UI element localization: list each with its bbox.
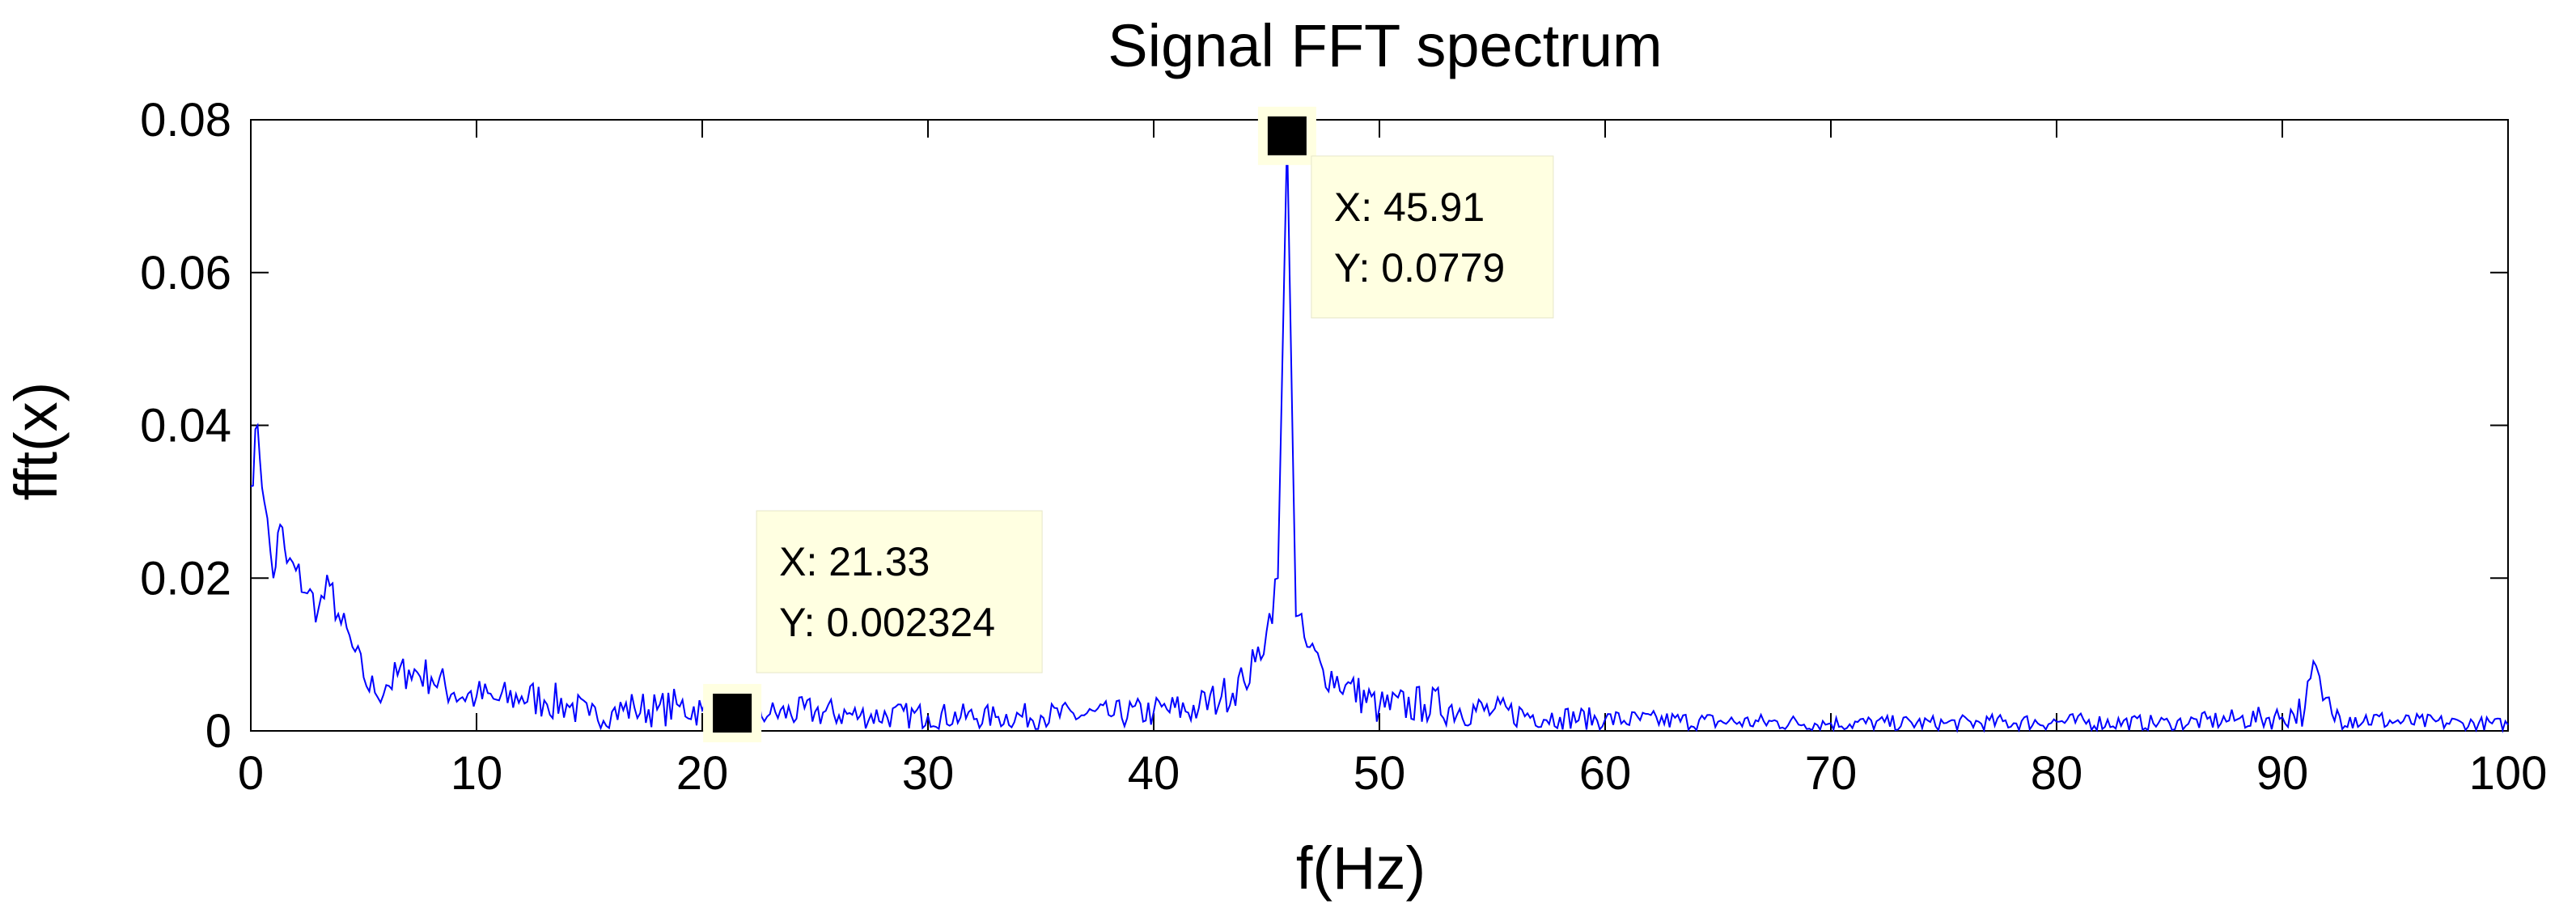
series-layer	[250, 135, 2509, 734]
x-tick-label: 50	[1354, 747, 1406, 800]
x-tick-label: 80	[2031, 747, 2083, 800]
x-tick-label: 90	[2256, 747, 2309, 800]
x-tick-label: 60	[1579, 747, 1632, 800]
datatip-x-label: X: 21.33	[779, 539, 930, 584]
axis-ticks: 0 10 20 30 40 50 60 70 80 90 100 0 0.02 0.04 0.06 0.08	[140, 94, 2547, 800]
spectrum-line	[250, 135, 2509, 734]
chart-title: Signal FFT spectrum	[1108, 12, 1662, 79]
datatip-y-label: Y: 0.002324	[779, 600, 995, 645]
x-tick-label: 40	[1128, 747, 1180, 800]
x-tick-label: 0	[238, 747, 264, 800]
y-tick-label: 0.08	[140, 94, 231, 147]
datatip-marker[interactable]	[713, 694, 752, 733]
datatip-y-label: Y: 0.0779	[1334, 245, 1505, 291]
x-tick-label: 20	[676, 747, 729, 800]
x-tick-label: 10	[451, 747, 503, 800]
x-tick-label: 100	[2469, 747, 2548, 800]
x-tick-label: 70	[1805, 747, 1858, 800]
datatip-box	[1311, 155, 1554, 319]
datatip-x-label: X: 45.91	[1334, 185, 1485, 230]
y-tick-label: 0	[205, 705, 231, 758]
datatips-layer: X: 45.91 Y: 0.0779 X: 21.33 Y: 0.002324	[703, 106, 1554, 743]
datatip[interactable]: X: 21.33 Y: 0.002324	[703, 510, 1043, 743]
y-axis-label: fft(x)	[2, 382, 70, 501]
datatip-marker[interactable]	[1267, 116, 1307, 155]
y-tick-label: 0.04	[140, 400, 231, 452]
y-tick-label: 0.06	[140, 247, 231, 299]
datatip-box	[756, 510, 1043, 673]
x-axis-label: f(Hz)	[1296, 834, 1426, 902]
y-tick-label: 0.02	[140, 552, 231, 605]
datatip[interactable]: X: 45.91 Y: 0.0779	[1257, 106, 1554, 319]
x-tick-label: 30	[902, 747, 955, 800]
